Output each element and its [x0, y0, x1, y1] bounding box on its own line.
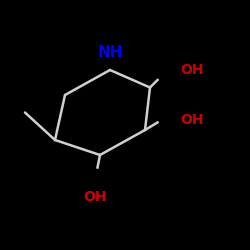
Text: NH: NH: [97, 45, 123, 60]
Text: OH: OH: [180, 63, 204, 77]
Text: OH: OH: [83, 190, 107, 204]
Text: OH: OH: [180, 113, 204, 127]
